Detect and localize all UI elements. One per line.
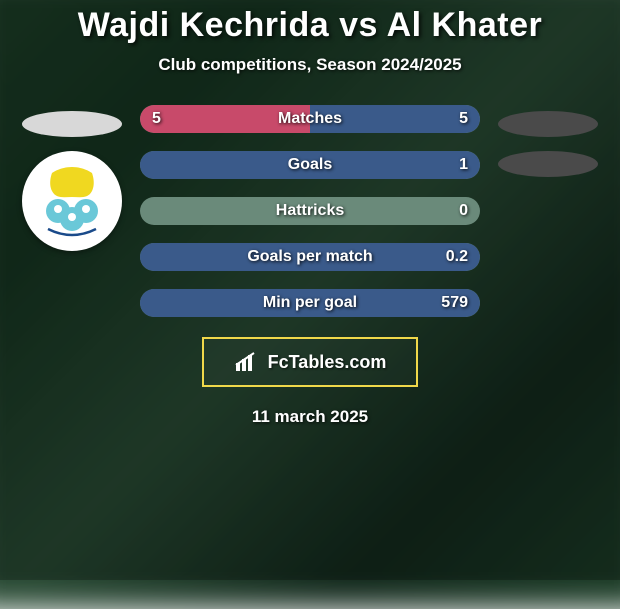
stat-bar: Goals 1 [140,151,480,179]
player2-badge-ellipse-1 [498,111,598,137]
comparison-row: 5 Matches 5 Goals 1 Hattricks 0 Goals per match… [0,105,620,317]
player1-club-crest [22,151,122,251]
stat-bar: Hattricks 0 [140,197,480,225]
stat-bar: 5 Matches 5 [140,105,480,133]
stat-value-right: 0.2 [446,248,468,266]
player1-badge-ellipse [22,111,122,137]
stat-value-right: 579 [441,294,468,312]
stat-value-left: 5 [152,110,161,128]
stat-value-right: 0 [459,202,468,220]
page-subtitle: Club competitions, Season 2024/2025 [158,55,461,75]
crest-icon [30,159,114,243]
stat-label: Matches [278,110,342,128]
brand-text: FcTables.com [268,352,387,373]
stat-value-right: 5 [459,110,468,128]
player2-side [498,105,598,177]
stat-label: Goals [288,156,332,174]
stat-label: Hattricks [276,202,344,220]
stat-bar: Goals per match 0.2 [140,243,480,271]
date-label: 11 march 2025 [252,407,368,427]
chart-icon [234,351,262,373]
page-title: Wajdi Kechrida vs Al Khater [78,6,542,45]
stat-value-right: 1 [459,156,468,174]
brand-box[interactable]: FcTables.com [202,337,418,387]
content-container: Wajdi Kechrida vs Al Khater Club competi… [0,0,620,580]
stat-label: Goals per match [247,248,372,266]
player1-side [22,105,122,251]
stat-bars: 5 Matches 5 Goals 1 Hattricks 0 Goals per match… [140,105,480,317]
stat-bar: Min per goal 579 [140,289,480,317]
player2-badge-ellipse-2 [498,151,598,177]
stat-label: Min per goal [263,294,357,312]
